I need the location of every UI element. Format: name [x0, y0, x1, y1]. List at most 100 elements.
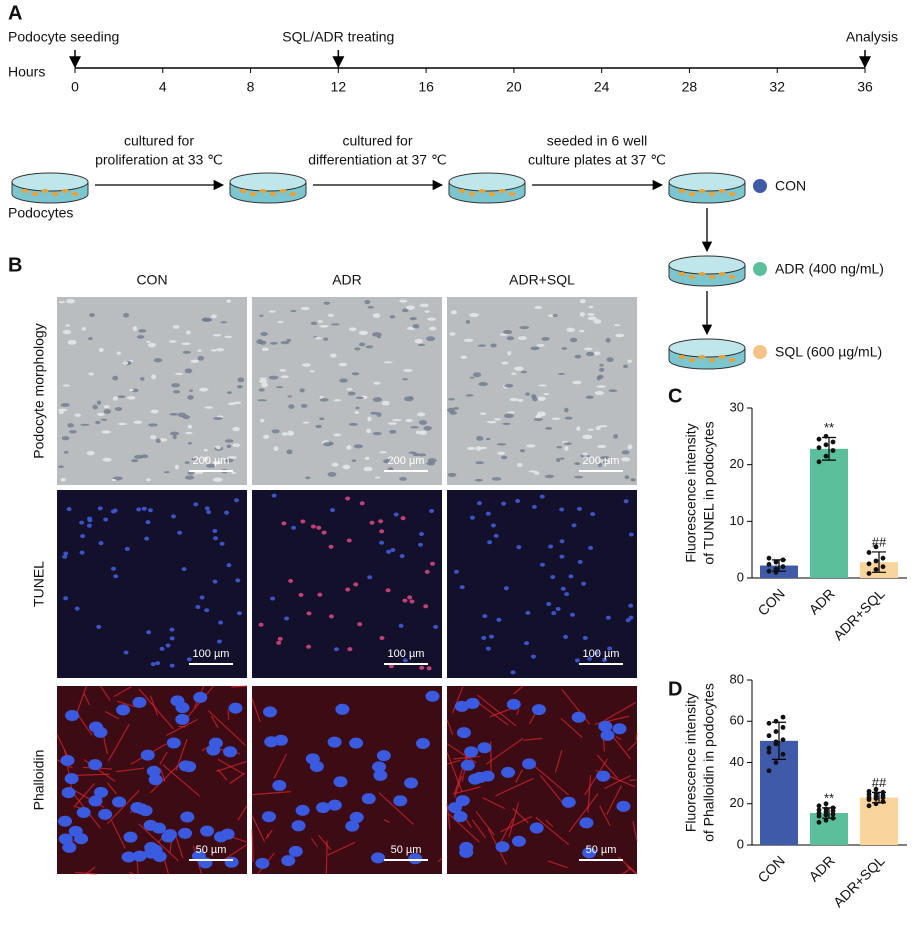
cell — [729, 192, 736, 196]
cell — [226, 300, 231, 303]
cell — [346, 445, 351, 450]
tick-label: 36 — [857, 79, 873, 95]
cell — [478, 382, 487, 386]
micrograph: 100 µm — [57, 490, 247, 678]
cell — [589, 306, 594, 309]
nucleus — [378, 519, 383, 523]
nucleus — [546, 602, 551, 606]
nucleus — [489, 635, 494, 639]
nucleus — [423, 604, 428, 608]
nucleus — [349, 738, 363, 749]
nucleus — [167, 737, 181, 748]
nucleus — [459, 847, 473, 858]
step-label: proliferation at 33 ℃ — [95, 152, 223, 168]
nucleus — [79, 521, 84, 525]
nucleus — [88, 759, 102, 770]
cell — [507, 336, 515, 340]
dish-top — [669, 339, 745, 357]
cell — [213, 334, 221, 336]
nucleus — [217, 639, 222, 643]
cell — [402, 378, 407, 380]
data-point — [817, 445, 822, 450]
nucleus — [560, 539, 565, 543]
micrograph: 200 µm — [447, 297, 637, 485]
cell — [497, 443, 507, 445]
nucleus — [306, 645, 311, 649]
cell — [101, 419, 108, 421]
nucleus — [329, 545, 334, 549]
cell — [574, 462, 580, 465]
cell — [32, 192, 39, 196]
cell — [511, 372, 516, 375]
nucleus — [148, 508, 153, 512]
cell — [514, 366, 524, 370]
cell — [260, 332, 267, 336]
scale-bar-label: 200 µm — [583, 455, 620, 467]
nucleus — [75, 607, 80, 611]
nucleus — [206, 510, 211, 514]
cell — [525, 392, 530, 395]
cell — [63, 384, 70, 386]
cell — [263, 435, 269, 439]
column-header: ADR+SQL — [509, 272, 575, 288]
nucleus — [264, 736, 278, 747]
nucleus — [187, 657, 192, 661]
nucleus — [284, 617, 289, 621]
nucleus — [362, 793, 376, 804]
cell — [729, 358, 736, 362]
nucleus — [568, 574, 573, 578]
nucleus — [317, 593, 322, 597]
nucleus — [515, 499, 520, 503]
nucleus — [347, 538, 352, 542]
nucleus — [87, 524, 92, 528]
nucleus — [525, 611, 530, 615]
cell — [475, 446, 481, 451]
nucleus — [152, 823, 166, 834]
data-point — [831, 816, 836, 821]
cell — [503, 330, 512, 334]
nucleus — [328, 737, 342, 748]
cell — [169, 413, 178, 416]
nucleus — [80, 534, 85, 538]
cell — [709, 358, 716, 362]
dish-top — [669, 173, 745, 191]
cell — [526, 444, 535, 447]
nucleus — [161, 832, 175, 843]
cell — [499, 189, 506, 193]
nucleus — [404, 777, 418, 788]
cell — [82, 327, 86, 330]
event-label: Podocyte seeding — [8, 29, 119, 45]
nucleus — [139, 805, 153, 816]
cell — [464, 339, 474, 342]
cell — [66, 299, 75, 304]
nucleus — [195, 605, 200, 609]
cell — [561, 347, 567, 350]
cell — [216, 348, 224, 351]
nucleus — [548, 545, 553, 549]
cell — [305, 476, 310, 479]
x-tick-label: CON — [754, 852, 787, 885]
cell — [537, 412, 546, 417]
cell — [173, 390, 180, 393]
cell — [622, 450, 630, 454]
nucleus — [524, 641, 529, 645]
data-point — [874, 559, 879, 564]
cell — [586, 352, 595, 356]
cell — [115, 407, 122, 411]
cell — [231, 472, 235, 474]
nucleus — [379, 529, 384, 533]
cell — [348, 392, 356, 396]
cell — [113, 396, 118, 400]
nucleus — [371, 852, 385, 863]
cell — [531, 394, 536, 398]
cell — [545, 427, 552, 430]
nucleus — [212, 529, 217, 533]
cell — [154, 358, 163, 362]
cell — [352, 459, 357, 462]
nucleus — [229, 703, 243, 714]
cell — [492, 477, 502, 480]
cell — [148, 423, 158, 426]
nucleus — [577, 507, 582, 511]
cell — [509, 398, 518, 401]
nucleus — [113, 574, 118, 578]
